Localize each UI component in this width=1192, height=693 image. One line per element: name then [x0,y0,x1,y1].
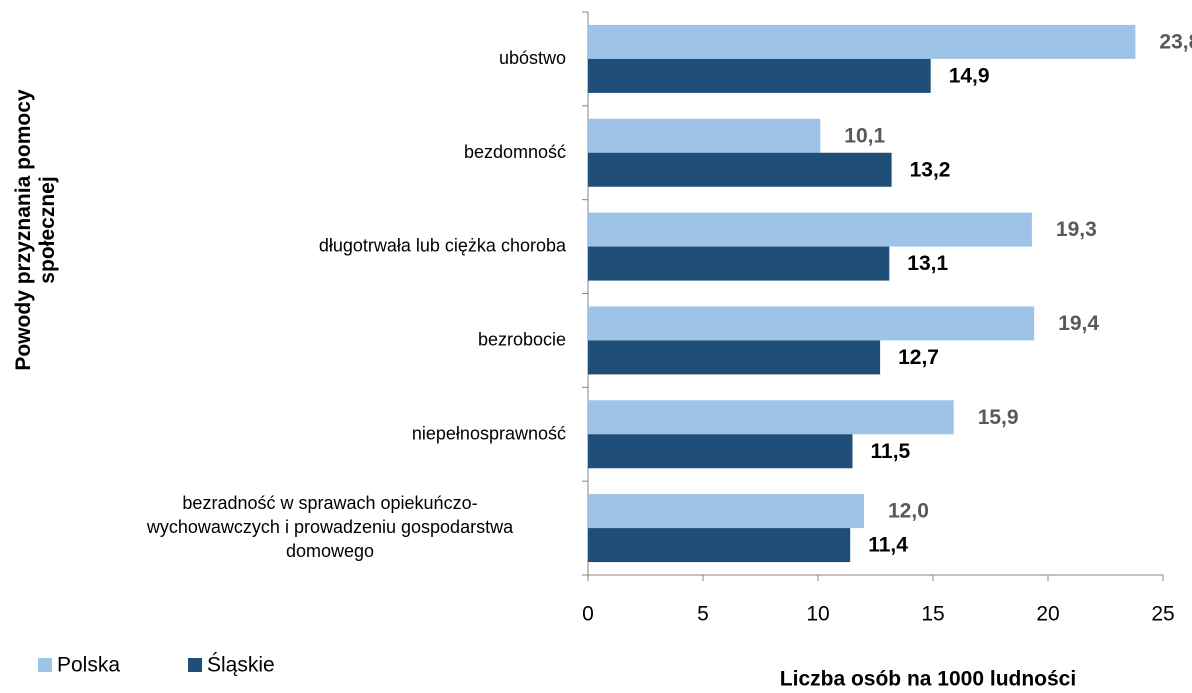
value-label: 13,1 [907,252,948,275]
legend-swatch [188,658,202,672]
value-label: 10,1 [844,124,885,147]
legend-label: Śląskie [207,653,275,677]
bar [588,118,821,153]
bar [588,400,954,435]
legend-label: Polska [57,654,120,677]
value-label: 19,4 [1058,312,1099,335]
x-tick-label: 0 [582,603,594,626]
x-tick-label: 5 [697,603,709,626]
x-tick-label: 15 [921,603,944,626]
bar [588,58,931,93]
bar [588,246,890,281]
legend-swatch [38,658,52,672]
value-label: 12,0 [888,500,929,523]
bar [588,152,892,187]
x-axis-title: Liczba osób na 1000 ludności [780,668,1076,691]
bar [588,212,1032,247]
value-label: 11,4 [868,534,908,557]
bar [588,528,851,563]
value-label: 11,5 [871,440,911,463]
value-label: 14,9 [949,64,990,87]
category-label: bezdomność [464,142,566,162]
bar [588,306,1035,341]
x-tick-label: 20 [1036,603,1059,626]
x-tick-label: 25 [1151,603,1174,626]
bar [588,494,864,529]
value-label: 15,9 [978,406,1019,429]
category-label: niepełnosprawność [412,423,566,443]
bar [588,24,1136,59]
category-label: bezrobocie [478,329,566,349]
category-label: bezradność w sprawach opiekuńczo-wychowa… [146,493,514,561]
value-label: 12,7 [898,346,939,369]
x-tick-label: 10 [806,603,829,626]
category-label: długotrwała lub ciężka choroba [319,235,567,255]
bar [588,340,881,375]
category-label: ubóstwo [499,48,566,68]
bar [588,434,853,469]
y-axis-title: Powody przyznania pomocyspołecznej [12,89,59,371]
value-label: 13,2 [910,158,951,181]
value-label: 19,3 [1056,218,1097,241]
value-label: 23,8 [1159,30,1192,53]
